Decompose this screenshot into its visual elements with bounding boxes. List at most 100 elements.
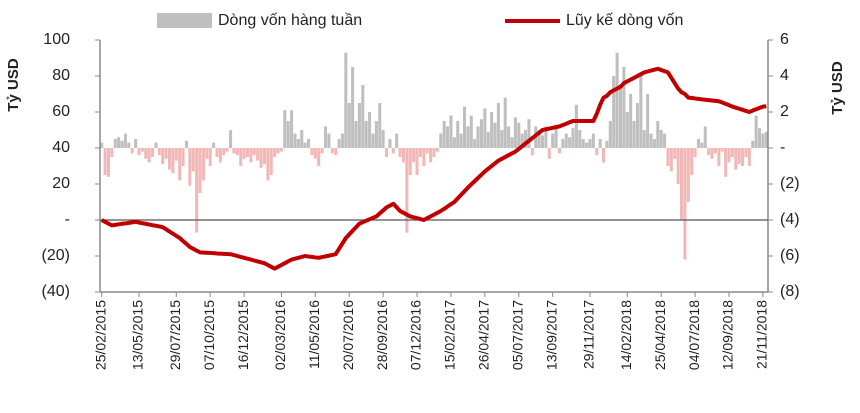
bar — [561, 139, 565, 148]
bar — [602, 148, 606, 163]
bar — [117, 137, 121, 148]
bar — [663, 133, 667, 148]
bar — [557, 148, 561, 154]
bar — [673, 148, 677, 159]
bar — [581, 139, 585, 148]
bar — [513, 117, 517, 148]
bar — [371, 133, 375, 148]
bar — [395, 133, 399, 148]
bar — [235, 148, 239, 156]
bar — [656, 121, 660, 148]
bar — [276, 148, 280, 154]
bar — [354, 121, 358, 148]
x-tick-label: 13/05/2015 — [130, 300, 146, 370]
bar — [357, 103, 361, 148]
bar — [120, 140, 124, 148]
bar — [476, 126, 480, 148]
bar — [530, 148, 534, 156]
legend-label: Lũy kế dòng vốn — [566, 12, 683, 29]
bar — [323, 126, 328, 148]
bar — [608, 121, 612, 148]
y2-tick-label: 4 — [780, 67, 789, 84]
bar — [754, 115, 758, 148]
bar — [178, 148, 182, 181]
bar — [269, 148, 273, 175]
bar — [320, 148, 324, 154]
bar — [649, 133, 653, 148]
x-tick-label: 25/04/2018 — [652, 300, 668, 370]
bar — [222, 148, 226, 156]
y-tick-label: 40 — [52, 139, 70, 156]
y2-tick-label: 6 — [780, 31, 789, 48]
bar — [724, 148, 728, 177]
bar — [659, 130, 663, 148]
legend-label: Dòng vốn hàng tuần — [218, 12, 362, 29]
bar — [700, 142, 704, 148]
bar — [676, 148, 680, 184]
bar — [737, 148, 741, 165]
bar — [571, 128, 575, 148]
x-tick-label: 14/02/2018 — [618, 300, 634, 370]
bar — [191, 148, 195, 172]
bar — [201, 148, 205, 181]
bar — [696, 139, 701, 148]
bar — [503, 97, 507, 148]
bar — [279, 148, 283, 152]
bar — [181, 148, 185, 166]
bar — [452, 137, 456, 148]
bar — [381, 130, 385, 148]
bar — [127, 142, 131, 148]
bar — [432, 148, 436, 157]
x-tick-label: 28/09/2016 — [374, 300, 390, 370]
bar — [151, 148, 155, 157]
bar — [249, 148, 253, 163]
bar — [730, 148, 734, 157]
y2-tick-label: (8) — [780, 283, 800, 300]
bar — [225, 148, 229, 152]
bar — [713, 148, 717, 154]
y-tick-label: - — [65, 211, 70, 228]
bar — [544, 126, 548, 148]
bar — [564, 133, 568, 148]
bar — [585, 142, 589, 148]
bar — [764, 131, 768, 148]
bar — [290, 110, 294, 148]
bar — [252, 148, 256, 156]
x-tick-label: 25/02/2015 — [92, 300, 108, 370]
bar — [727, 148, 731, 163]
bar — [123, 133, 127, 148]
bar — [734, 148, 738, 170]
bar — [130, 148, 134, 154]
bar — [439, 133, 443, 148]
bar — [218, 148, 222, 163]
bar — [147, 148, 151, 163]
bar — [293, 133, 297, 148]
bar — [527, 119, 531, 148]
y-tick-label: (20) — [42, 247, 70, 264]
bar — [242, 148, 246, 159]
x-tick-label: 02/03/2016 — [272, 300, 288, 370]
y-tick-label: 80 — [52, 67, 70, 84]
bar — [690, 148, 694, 175]
bar — [344, 52, 348, 148]
bar — [296, 139, 300, 148]
bar — [669, 148, 673, 172]
bar — [622, 67, 626, 148]
bar — [208, 148, 212, 166]
bar — [317, 148, 321, 166]
bar — [666, 148, 670, 166]
bar — [283, 110, 287, 148]
bar — [245, 148, 250, 157]
bar — [310, 148, 314, 156]
bar — [161, 148, 165, 165]
bar — [449, 115, 453, 148]
bar — [313, 148, 317, 159]
bar — [646, 94, 650, 148]
bar — [493, 122, 497, 148]
bar — [524, 130, 528, 148]
bar — [639, 72, 643, 148]
bar — [232, 148, 236, 154]
bar — [340, 133, 344, 148]
bar — [374, 121, 378, 148]
